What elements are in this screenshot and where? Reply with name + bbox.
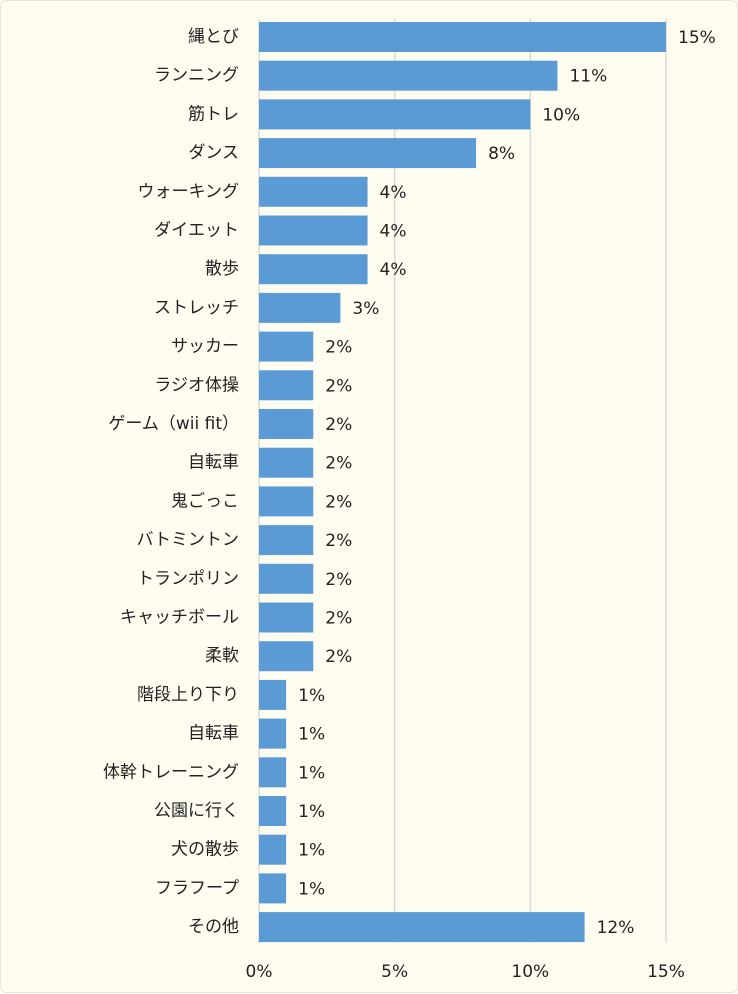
value-label: 12% — [597, 918, 635, 938]
category-label: ダイエット — [154, 221, 239, 241]
x-tick-label: 0% — [246, 962, 273, 982]
bar — [259, 525, 314, 556]
bar — [259, 641, 314, 672]
category-label: 散歩 — [205, 259, 239, 279]
bar — [259, 60, 558, 91]
bar — [259, 138, 477, 169]
x-tick-label: 15% — [647, 962, 685, 982]
value-label: 8% — [488, 144, 515, 164]
value-label: 2% — [325, 609, 352, 629]
category-label: サッカー — [171, 337, 239, 357]
x-tick-label: 5% — [381, 962, 408, 982]
category-label: 縄とび — [188, 27, 239, 47]
value-label: 1% — [298, 879, 325, 899]
value-label: 4% — [380, 260, 407, 280]
value-label: 4% — [380, 222, 407, 242]
bar — [259, 873, 287, 904]
bar — [259, 757, 287, 788]
bar — [259, 99, 531, 130]
category-label: 自転車 — [188, 453, 239, 473]
bar — [259, 22, 666, 52]
gridlines — [258, 19, 667, 943]
category-label: トランポリン — [137, 569, 239, 589]
bar — [259, 563, 314, 594]
bar — [259, 834, 287, 865]
bar — [259, 796, 287, 826]
bar — [259, 215, 368, 246]
value-label: 1% — [298, 802, 325, 822]
x-axis-tick-labels: 0% 5% 10% 15% — [246, 962, 685, 982]
bar — [259, 447, 314, 478]
value-label: 11% — [569, 67, 607, 87]
bar — [259, 718, 287, 749]
category-label: 柔軟 — [205, 646, 239, 666]
category-label: 自転車 — [188, 724, 239, 744]
value-label: 2% — [325, 454, 352, 474]
bar — [259, 409, 314, 439]
category-label: ウォーキング — [138, 182, 240, 202]
value-label: 1% — [298, 763, 325, 783]
category-label: ゲーム（wii fit） — [108, 414, 239, 434]
value-label: 2% — [325, 531, 352, 551]
category-label: 公園に行く — [154, 801, 239, 821]
value-label: 2% — [325, 647, 352, 667]
category-label: ストレッチ — [154, 298, 239, 318]
category-label: 階段上り下り — [137, 685, 239, 705]
bar — [259, 486, 314, 517]
bar — [259, 912, 585, 943]
value-label: 1% — [298, 725, 325, 745]
value-label: 2% — [325, 376, 352, 396]
bar — [259, 254, 368, 285]
category-label: 鬼ごっこ — [171, 491, 239, 511]
value-label: 10% — [542, 105, 580, 125]
bar — [259, 602, 314, 633]
value-label: 15% — [678, 28, 716, 48]
category-label: ランニング — [154, 66, 239, 86]
value-label: 4% — [380, 183, 407, 203]
bars — [259, 22, 666, 943]
x-tick-label: 10% — [511, 962, 549, 982]
category-label: 犬の散歩 — [171, 840, 239, 860]
category-label: ダンス — [188, 143, 239, 163]
category-label: キャッチボール — [120, 608, 239, 628]
value-label: 2% — [325, 492, 352, 512]
bar — [259, 679, 287, 710]
value-label: 3% — [352, 299, 379, 319]
category-label: ラジオ体操 — [154, 375, 239, 395]
value-label: 2% — [325, 338, 352, 358]
category-label: フラフープ — [155, 878, 239, 898]
bar — [259, 331, 314, 362]
bar — [259, 292, 341, 323]
value-labels: 15%11%10%8%4%4%4%3%2%2%2%2%2%2%2%2%2%1%1… — [298, 28, 716, 938]
category-label: 筋トレ — [188, 104, 239, 124]
bar — [259, 370, 314, 401]
value-label: 1% — [298, 686, 325, 706]
value-label: 1% — [298, 841, 325, 861]
category-label: バトミントン — [136, 530, 239, 550]
value-label: 2% — [325, 415, 352, 435]
category-label: 体幹トレーニング — [103, 761, 239, 782]
category-labels: 縄とびランニング筋トレダンスウォーキングダイエット散歩ストレッチサッカーラジオ体… — [103, 27, 239, 937]
bar — [259, 176, 368, 207]
category-label: その他 — [188, 917, 239, 937]
value-label: 2% — [325, 570, 352, 590]
